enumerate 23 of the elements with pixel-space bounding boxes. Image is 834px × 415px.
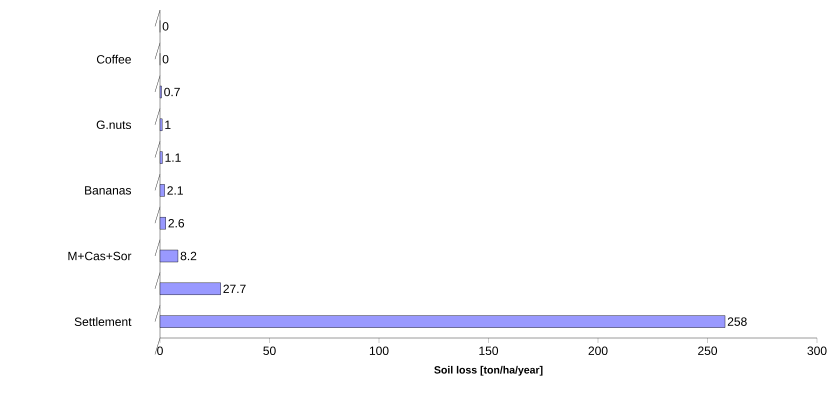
y-tick-label: Coffee [96, 54, 131, 64]
data-label: 8.2 [180, 252, 196, 260]
data-label: 27.7 [223, 284, 246, 293]
x-tick-label: 50 [263, 346, 276, 356]
x-tick-label: 0 [157, 346, 163, 356]
data-label: 258 [728, 317, 747, 326]
x-axis-title: Soil loss [ton/ha/year] [434, 366, 542, 376]
data-label: 1.1 [166, 153, 181, 162]
y-tick-label: M+Cas+Sor [68, 252, 132, 260]
data-label: 2.1 [167, 186, 183, 195]
x-tick-label: 300 [807, 346, 827, 356]
y-tick-label: Bananas [85, 186, 132, 195]
y-tick-label: Settlement [74, 317, 132, 326]
data-label: 0 [162, 22, 168, 31]
data-label: 0.7 [164, 88, 180, 96]
data-label: 1 [165, 120, 170, 129]
data-label: 0 [162, 54, 168, 64]
x-tick-label: 150 [479, 346, 498, 356]
data-label: 2.6 [168, 218, 184, 228]
y-tick-label: G.nuts [96, 120, 132, 130]
x-tick-label: 100 [370, 346, 389, 356]
x-tick-label: 200 [588, 346, 608, 356]
x-tick-label: 250 [698, 346, 718, 356]
